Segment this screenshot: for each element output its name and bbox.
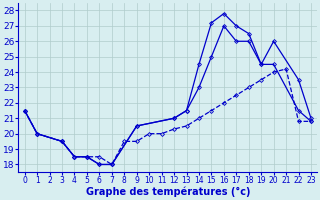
X-axis label: Graphe des températures (°c): Graphe des températures (°c) — [85, 187, 250, 197]
